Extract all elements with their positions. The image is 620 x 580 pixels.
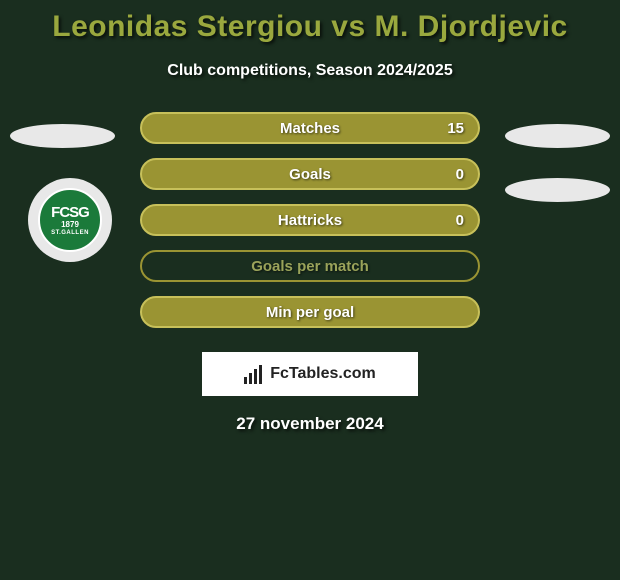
stat-bar: Goals 0 bbox=[140, 158, 480, 190]
page-title: Leonidas Stergiou vs M. Djordjevic bbox=[0, 10, 620, 44]
stat-bar: Goals per match bbox=[140, 250, 480, 282]
stat-bars: Matches 15 Goals 0 Hattricks 0 Goals per match… bbox=[140, 112, 480, 328]
player-right-placeholder-1 bbox=[505, 124, 610, 148]
logo-text: FcTables.com bbox=[270, 365, 376, 383]
stat-bar-value: 15 bbox=[447, 120, 464, 137]
bar-chart-icon bbox=[244, 365, 262, 384]
stat-bar-label: Goals bbox=[289, 166, 331, 183]
stat-bar-value: 0 bbox=[456, 212, 464, 229]
stat-bar-value: 0 bbox=[456, 166, 464, 183]
stat-bar-label: Matches bbox=[280, 120, 340, 137]
club-badge-acronym: FCSG bbox=[51, 205, 89, 220]
snapshot-date: 27 november 2024 bbox=[0, 414, 620, 434]
stat-bar-label: Goals per match bbox=[251, 258, 369, 275]
stat-bar: Matches 15 bbox=[140, 112, 480, 144]
club-badge-year: 1879 bbox=[61, 221, 79, 229]
fctables-logo: FcTables.com bbox=[202, 352, 418, 396]
club-badge-inner: FCSG 1879 ST.GALLEN bbox=[38, 188, 102, 252]
club-badge: FCSG 1879 ST.GALLEN bbox=[28, 178, 112, 262]
player-left-placeholder bbox=[10, 124, 115, 148]
stat-bar-label: Hattricks bbox=[278, 212, 342, 229]
stat-bar: Hattricks 0 bbox=[140, 204, 480, 236]
stat-bar: Min per goal bbox=[140, 296, 480, 328]
club-badge-city: ST.GALLEN bbox=[51, 230, 89, 236]
stat-bar-label: Min per goal bbox=[266, 304, 354, 321]
subtitle: Club competitions, Season 2024/2025 bbox=[0, 62, 620, 80]
comparison-card: Leonidas Stergiou vs M. Djordjevic Club … bbox=[0, 0, 620, 434]
player-right-placeholder-2 bbox=[505, 178, 610, 202]
